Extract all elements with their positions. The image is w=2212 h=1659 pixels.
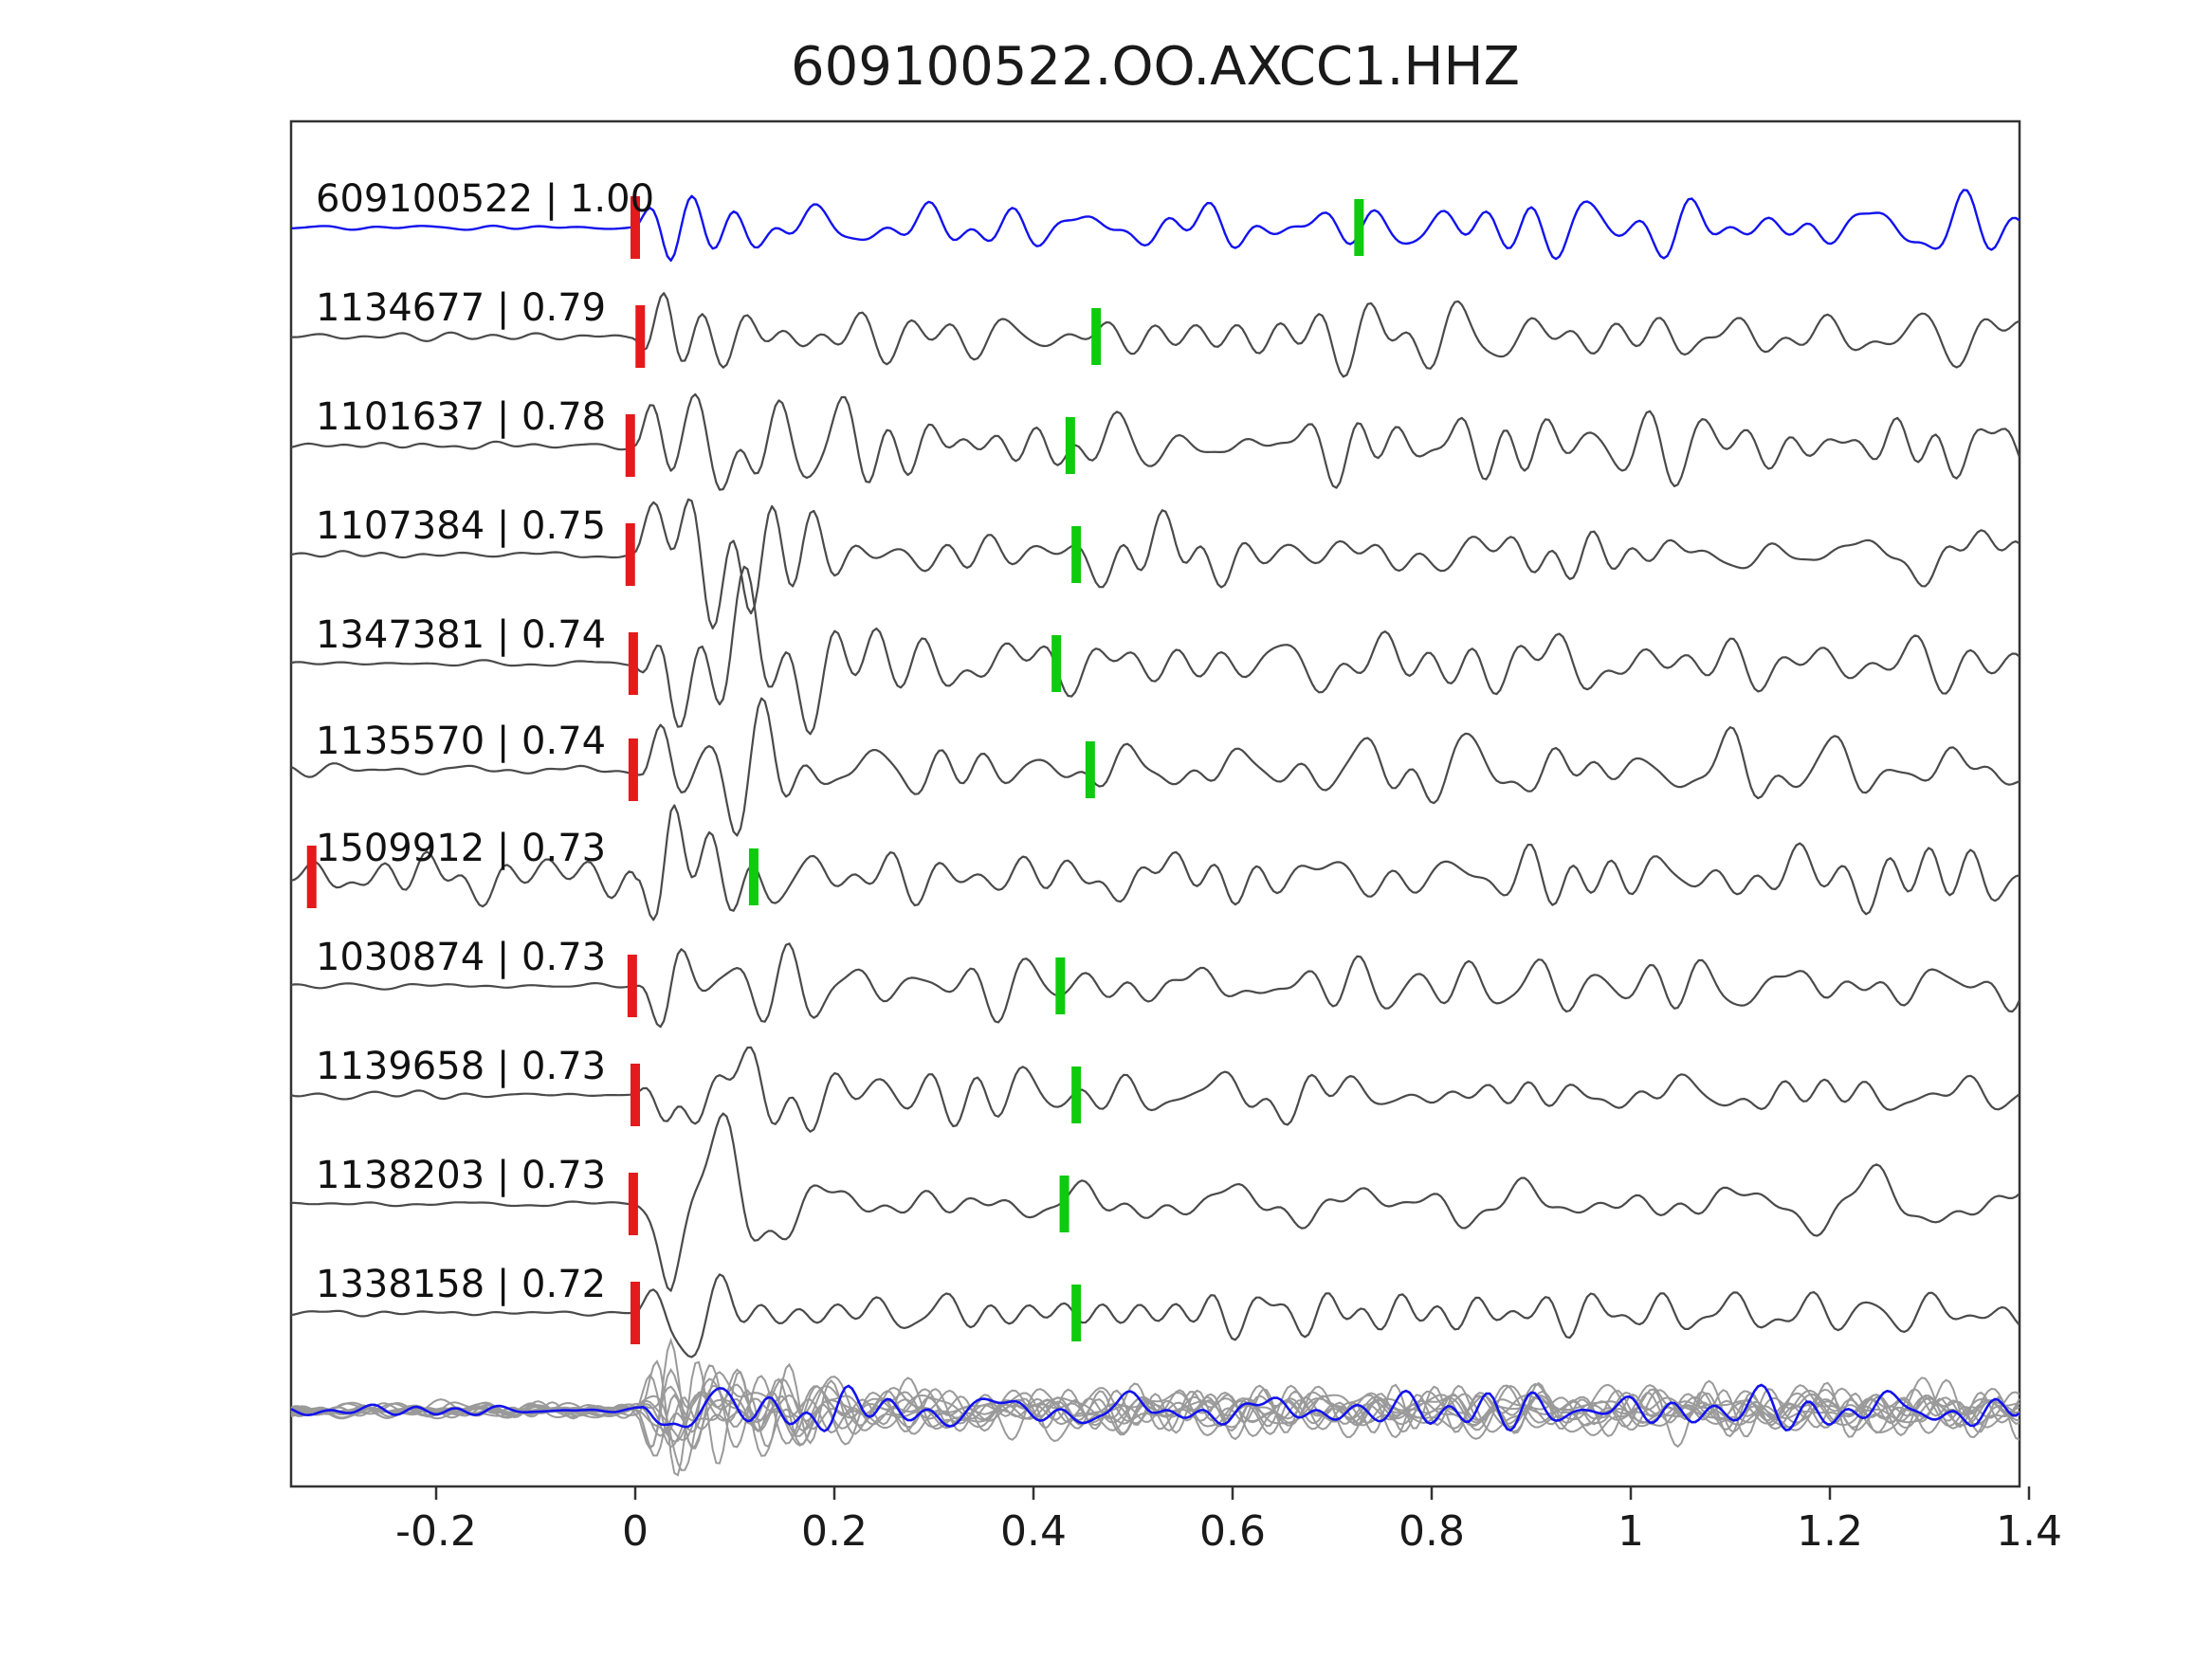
trace-row: 1107384 | 0.75	[290, 498, 2020, 629]
detection-waveform	[290, 1273, 2020, 1358]
detection-waveform	[290, 392, 2020, 491]
stack-member-waveform	[290, 1364, 2020, 1471]
plot-title: 609100522.OO.AXCC1.HHZ	[791, 36, 1520, 98]
stack-member-waveform	[290, 1362, 2020, 1449]
trace-row: 1135570 | 0.74	[290, 697, 2020, 837]
trace-row: 1347381 | 0.74	[290, 565, 2020, 736]
x-tick-label: 1.4	[1996, 1507, 2062, 1556]
trace-row: 1509912 | 0.73	[290, 804, 2020, 921]
detection-waveform	[290, 565, 2020, 736]
x-tick-label: -0.2	[395, 1507, 477, 1556]
trace-label: 1139658 | 0.73	[316, 1045, 606, 1088]
detection-waveform	[290, 804, 2020, 921]
trace-row: 1134677 | 0.79	[290, 286, 2020, 378]
trace-label: 1509912 | 0.73	[316, 827, 606, 870]
x-tick-label: 0.8	[1398, 1507, 1465, 1556]
trace-label: 1134677 | 0.79	[316, 286, 606, 330]
trace-row: 1338158 | 0.72	[290, 1263, 2020, 1358]
stack-member-waveform	[290, 1359, 2020, 1477]
trace-row: 1138203 | 0.73	[291, 1112, 2020, 1292]
trace-label: 1338158 | 0.72	[316, 1263, 606, 1306]
detection-waveform	[290, 942, 2020, 1029]
trace-row: 609100522 | 1.00	[290, 177, 2020, 263]
x-tick-label: 0.2	[801, 1507, 868, 1556]
stack-template-waveform	[290, 1383, 2020, 1432]
detection-waveform	[290, 697, 2020, 837]
detection-waveform	[291, 1112, 2020, 1292]
trace-label: 1138203 | 0.73	[316, 1154, 606, 1197]
x-tick-label: 1.2	[1797, 1507, 1863, 1556]
stack-member-waveform	[290, 1377, 2020, 1441]
trace-row: 1030874 | 0.73	[290, 936, 2020, 1029]
stack-member-waveform	[290, 1368, 2020, 1450]
trace-row: 1139658 | 0.73	[290, 1045, 2020, 1133]
x-tick-label: 1	[1618, 1507, 1644, 1556]
detection-waveform	[290, 498, 2020, 629]
trace-label: 1030874 | 0.73	[316, 936, 606, 979]
trace-label: 1135570 | 0.74	[316, 720, 606, 763]
trace-label: 1347381 | 0.74	[316, 613, 606, 657]
trace-row: 1101637 | 0.78	[290, 392, 2020, 491]
trace-label: 609100522 | 1.00	[316, 177, 654, 221]
x-tick-label: 0.6	[1199, 1507, 1266, 1556]
trace-label: 1107384 | 0.75	[316, 504, 606, 548]
detection-waveform	[290, 1046, 2020, 1133]
plot-border	[289, 119, 2021, 1488]
template-waveform	[290, 189, 2020, 263]
x-tick-label: 0	[622, 1507, 649, 1556]
stack-row	[290, 1337, 2020, 1477]
trace-label: 1101637 | 0.78	[316, 395, 606, 439]
detection-waveform	[290, 292, 2020, 378]
x-tick-label: 0.4	[1000, 1507, 1067, 1556]
